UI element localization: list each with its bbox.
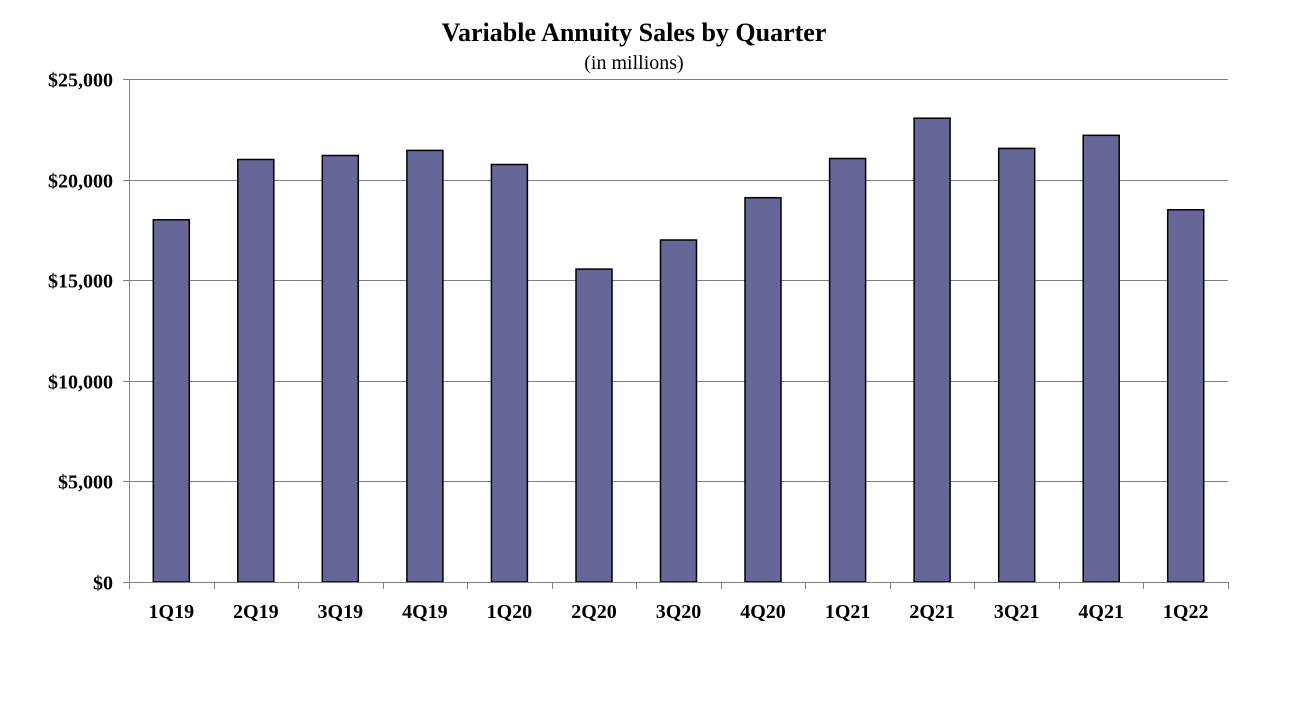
y-tick-label: $0: [93, 573, 113, 595]
bar-3q21: [997, 147, 1036, 583]
chart-subtitle: (in millions): [584, 52, 684, 74]
bar-3q20: [659, 239, 698, 583]
x-tick-label: 4Q19: [402, 601, 448, 623]
bars: [152, 117, 1205, 583]
x-tick-label: 2Q20: [571, 601, 617, 623]
bar-4q20: [744, 196, 782, 583]
x-tick-label: 1Q19: [149, 601, 195, 623]
x-tick-label: 3Q19: [318, 601, 364, 623]
x-tick-label: 3Q20: [656, 601, 702, 623]
y-tick-label: $10,000: [48, 372, 113, 394]
axes: [123, 79, 1229, 589]
x-tick-label: 2Q21: [909, 601, 955, 623]
bar-2q19: [237, 158, 275, 583]
y-tick-label: $5,000: [58, 472, 113, 494]
x-tick-label: 1Q20: [487, 601, 533, 623]
bar-1q19: [152, 219, 191, 583]
x-tick-labels: 1Q19 2Q19 3Q19 4Q19 1Q20 2Q20 3Q20 4Q20 1Q21 2Q21…: [149, 601, 1209, 623]
bar-4q19: [406, 149, 444, 583]
bar-1q21: [828, 157, 867, 583]
y-tick-label: $25,000: [48, 70, 113, 92]
y-tick-label: $15,000: [48, 271, 113, 293]
bar-1q20: [490, 163, 529, 583]
x-tick-label: 4Q20: [740, 601, 786, 623]
bar-3q19: [321, 154, 360, 583]
x-tick-label: 2Q19: [233, 601, 279, 623]
x-tick-label: 1Q22: [1163, 601, 1209, 623]
y-tick-label: $20,000: [48, 171, 113, 193]
bar-2q21: [913, 117, 951, 583]
x-tick-label: 1Q21: [825, 601, 871, 623]
bar-1q22: [1166, 209, 1205, 583]
chart-title: Variable Annuity Sales by Quarter: [441, 18, 827, 47]
y-tick-labels: $0 $5,000 $10,000 $15,000 $20,000 $25,000: [48, 70, 113, 595]
x-tick-label: 3Q21: [994, 601, 1040, 623]
bar-2q20: [575, 268, 613, 583]
bar-4q21: [1082, 134, 1120, 583]
x-tick-label: 4Q21: [1078, 601, 1124, 623]
